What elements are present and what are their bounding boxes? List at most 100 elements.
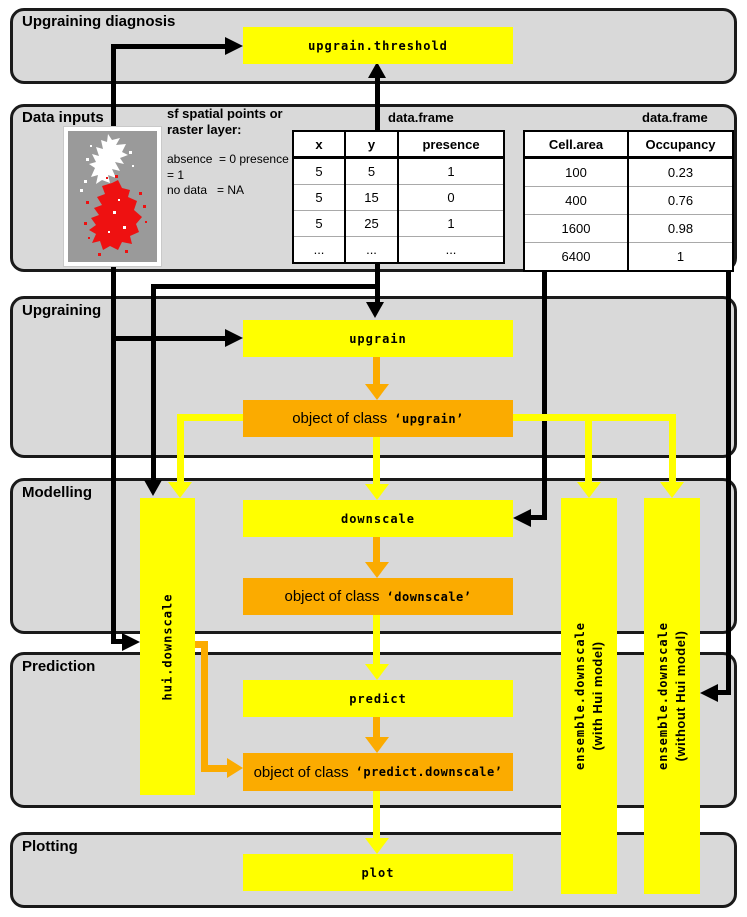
- connector-to-ensemble-with-vertical: [585, 421, 592, 482]
- object-of-class-predict-downscale-box: object of class ‘predict.downscale’: [243, 753, 513, 791]
- arrowhead-into-ensemble-with-top: [577, 482, 601, 498]
- table-cell: 15: [344, 184, 398, 211]
- table-cell: ...: [344, 236, 398, 263]
- xy-table-type-label: data.frame: [388, 110, 454, 125]
- connector-object-upgrain-to-downscale-line: [373, 437, 380, 484]
- arrowhead-into-object-upgrain: [365, 384, 389, 400]
- spatial-input-note: sf spatial points or raster layer:: [167, 106, 283, 137]
- connector-object-upgrain-to-hui-vertical: [177, 414, 184, 482]
- panel-title-prediction: Prediction: [22, 658, 96, 675]
- connector-raster-spine-line: [111, 44, 116, 644]
- arrowhead-into-downscale-right: [513, 509, 531, 527]
- connector-object-predict-to-plot-line: [373, 791, 380, 838]
- panel-title-upgraining-diagnosis: Upgraining diagnosis: [22, 13, 176, 30]
- connector-occupancy-to-ensemble-vertical: [726, 264, 731, 695]
- table-cell: 1600: [524, 214, 628, 243]
- table-header-row: Cell.area Occupancy: [524, 131, 733, 159]
- connector-xy-table-to-hui-horizontal: [151, 284, 380, 289]
- column-header: Cell.area: [524, 131, 628, 159]
- connector-xy-table-to-upgrain-threshold-line: [375, 76, 380, 130]
- hui-downscale-label: hui.downscale: [160, 593, 174, 700]
- arrowhead-into-plot-top: [365, 838, 389, 854]
- occupancy-table-type-label: data.frame: [642, 110, 708, 125]
- connector-downscale-to-object-line: [373, 537, 380, 562]
- arrowhead-into-object-downscale: [365, 562, 389, 578]
- uk-distribution-map-frame: [64, 127, 161, 266]
- connector-xy-table-to-upgrain-line: [375, 256, 380, 302]
- table-cell: 5: [293, 210, 345, 237]
- connector-object-upgrain-to-ensembles-horizontal: [513, 414, 676, 421]
- table-cell: 100: [524, 157, 628, 187]
- arrowhead-into-object-predict-left: [227, 758, 243, 778]
- arrowhead-into-ensemble-without-top: [660, 482, 684, 498]
- panel-title-modelling: Modelling: [22, 484, 92, 501]
- connector-xy-table-to-hui-vertical: [151, 284, 156, 480]
- connector-upgrain-to-object-line: [373, 357, 380, 384]
- arrowhead-up-into-upgrain-threshold: [368, 62, 386, 78]
- object-of-class-upgrain-box: object of class ‘upgrain’: [243, 400, 513, 437]
- connector-object-downscale-to-predict-line: [373, 615, 380, 664]
- table-cell: 5: [344, 157, 398, 185]
- object-class-name: ‘predict.downscale’: [355, 765, 503, 779]
- object-class-name: ‘downscale’: [386, 589, 472, 604]
- table-cell: 6400: [524, 242, 628, 271]
- panel-title-upgraining: Upgraining: [22, 302, 102, 319]
- connector-predict-to-object-line: [373, 717, 380, 737]
- ensemble-with-hui-name: ensemble.downscale: [573, 621, 587, 771]
- table-cell: 5: [293, 184, 345, 211]
- xy-presence-table: x y presence 5 5 1 5 15 0 5 25 1.........: [292, 130, 505, 264]
- arrowhead-into-object-predict-downscale: [365, 737, 389, 753]
- ensemble-downscale-without-hui-box: ensemble.downscale (without Hui model): [644, 498, 700, 894]
- ensemble-without-hui-name: ensemble.downscale: [656, 621, 670, 771]
- column-header: presence: [397, 131, 504, 159]
- table-cell: 1: [397, 210, 504, 237]
- plot-function-box: plot: [243, 854, 513, 891]
- panel-title-data-inputs: Data inputs: [22, 109, 104, 126]
- column-header: y: [344, 131, 398, 159]
- arrowhead-into-upgrain-left: [225, 329, 243, 347]
- upgrain-function-box: upgrain: [243, 320, 513, 357]
- table-cell: ...: [397, 236, 504, 263]
- table-row: .........: [293, 236, 504, 263]
- connector-hui-to-object-predict-horizontal: [201, 765, 227, 772]
- object-prefix: object of class: [292, 410, 388, 427]
- arrowhead-into-upgrain-threshold: [225, 37, 243, 55]
- connector-raster-to-hui-downscale-line: [111, 639, 122, 644]
- coding-legend: absence = 0 presence = 1 no data = NA: [167, 152, 289, 197]
- table-header-row: x y presence: [293, 131, 504, 159]
- column-header: x: [293, 131, 345, 159]
- table-cell: ...: [293, 236, 345, 263]
- table-row: 1600 0.98: [524, 214, 733, 243]
- hui-downscale-function-box: hui.downscale: [140, 498, 195, 795]
- uk-species-occurrence-map: [68, 131, 157, 262]
- connector-to-ensemble-without-vertical: [669, 414, 676, 482]
- table-cell: 0: [397, 184, 504, 211]
- table-row: 100 0.23: [524, 157, 733, 187]
- arrowhead-down-into-upgrain-top: [366, 302, 384, 318]
- table-row: 400 0.76: [524, 186, 733, 215]
- arrowhead-into-downscale-top: [365, 484, 389, 500]
- connector-raster-to-upgrain-line: [111, 336, 225, 341]
- connector-raster-to-upgrain-threshold-line: [111, 44, 225, 49]
- panel-title-plotting: Plotting: [22, 838, 78, 855]
- connector-object-upgrain-to-hui-horizontal: [177, 414, 243, 421]
- object-prefix: object of class: [253, 763, 349, 781]
- occupancy-table: Cell.area Occupancy 100 0.23 400 0.76 1600 0.9…: [523, 130, 734, 272]
- table-cell: 1: [627, 242, 733, 271]
- table-cell: 5: [293, 157, 345, 185]
- arrowhead-yellow-into-hui-top: [168, 482, 192, 498]
- table-row: 5 15 0: [293, 184, 504, 211]
- connector-occupancy-to-downscale-vertical: [542, 264, 547, 520]
- object-class-name: ‘upgrain’: [394, 411, 464, 426]
- table-cell: 400: [524, 186, 628, 215]
- ensemble-without-hui-qualifier: (without Hui model): [673, 630, 688, 762]
- arrowhead-into-ensemble-without-right: [700, 684, 718, 702]
- predict-function-box: predict: [243, 680, 513, 717]
- arrowhead-down-into-hui-downscale-top: [144, 480, 162, 496]
- table-cell: 0.23: [627, 157, 733, 187]
- connector-occupancy-to-ensemble-horizontal: [714, 690, 731, 695]
- upgrain-threshold-function-box: upgrain.threshold: [243, 27, 513, 64]
- table-row: 5 25 1: [293, 210, 504, 237]
